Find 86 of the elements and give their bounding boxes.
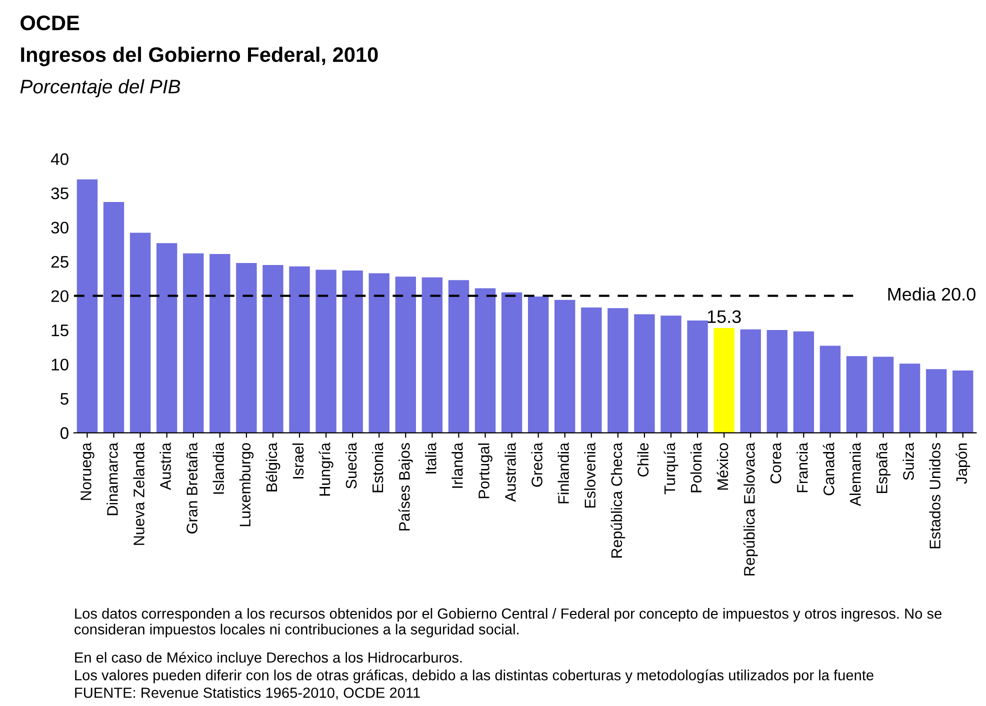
x-tick-label: Bélgica	[266, 442, 280, 492]
x-tick-label: Alemania	[850, 442, 861, 506]
x-tick-label: España	[876, 442, 890, 494]
bar	[581, 307, 602, 433]
bar	[368, 273, 390, 433]
x-tick-label: Suiza	[902, 442, 914, 480]
x-tick-label: Luxemburgo	[239, 443, 254, 526]
x-tick-label: Turquía	[664, 442, 678, 494]
x-tick-label: Irlanda	[452, 442, 463, 488]
x-tick-label: Japón	[956, 443, 970, 484]
x-tick-label: Grecia	[531, 442, 542, 487]
x-tick-label: Canadá	[822, 442, 834, 496]
ref-line-label: Media 20.0	[888, 287, 976, 301]
bar	[156, 243, 178, 433]
x-tick-label: Portugal	[478, 444, 492, 498]
x-tick-label: Italia	[425, 442, 436, 474]
y-tick-label: 40	[50, 153, 68, 166]
bar	[528, 296, 549, 433]
bar	[952, 370, 974, 433]
bar	[183, 253, 204, 433]
bar	[846, 356, 868, 433]
x-tick-label: Finlandia	[558, 442, 569, 504]
bar	[687, 320, 708, 433]
x-tick-label: Hungría	[318, 442, 334, 496]
x-tick-label: Noruega	[80, 442, 94, 500]
bar	[236, 262, 257, 433]
bar	[210, 254, 230, 433]
bar	[395, 276, 416, 433]
x-tick-label: Países Bajos	[398, 443, 413, 530]
y-tick-label: 10	[52, 358, 68, 370]
x-tick-label: República Checa	[610, 442, 626, 558]
y-tick-label: 30	[51, 222, 68, 234]
bar	[820, 346, 841, 433]
x-tick-label: Dinamarca	[106, 442, 118, 516]
bar	[634, 314, 655, 433]
bar	[130, 232, 151, 433]
data-label: 15.3	[708, 310, 741, 324]
x-tick-label: Corea	[770, 442, 782, 484]
bar	[262, 264, 284, 433]
bar	[289, 266, 310, 433]
x-tick-label: Polonia	[690, 442, 702, 492]
x-tick-label: Austria	[160, 442, 171, 490]
text: En el caso de México incluye Derechos a los Hidrocarburos.	[75, 652, 462, 666]
bar	[714, 328, 734, 433]
text: Los valores pueden diferir con los de otras gráficas, debido a las distintas coberturas y metodologías utilizados por la fuente	[75, 669, 874, 684]
chart-subtitle: Ingresos del Gobierno Federal, 2010	[21, 46, 378, 66]
y-axis-title: Porcentaje del PIB	[20, 79, 180, 98]
x-tick-label: Suecia	[345, 442, 357, 489]
y-tick-label: 15	[52, 324, 68, 336]
chart-title: OCDE	[20, 16, 80, 30]
bar	[793, 331, 814, 433]
bar	[316, 270, 336, 433]
bar	[342, 270, 363, 433]
bar	[740, 329, 761, 433]
bar	[474, 288, 496, 433]
x-tick-label: Nueva Zelanda	[133, 442, 144, 545]
bar	[76, 179, 98, 433]
bar	[872, 356, 894, 433]
x-tick-label: México	[716, 443, 728, 490]
text: Los datos corresponden a los recursos obtenidos por el Gobierno Central / Federal por concepto de impuestos y otros ingresos. No se consideran impuestos locales ni contribuciones a la seguridad social.	[74, 608, 942, 638]
x-tick-label: Islandia	[212, 442, 224, 494]
x-tick-label: Australia	[504, 442, 516, 502]
bar	[899, 364, 920, 433]
y-tick-label: 5	[60, 393, 68, 405]
x-tick-label: Israel	[292, 444, 304, 478]
x-tick-label: República Eslovaca	[743, 442, 758, 576]
x-tick-label: Estonia	[372, 442, 384, 492]
x-tick-label: Estados Unidos	[929, 443, 940, 548]
bar	[103, 202, 124, 433]
bar	[422, 277, 443, 433]
x-tick-label: Eslovenia	[584, 442, 596, 508]
x-tick-label: Gran Bretaña	[186, 442, 198, 534]
x-tick-label: Chile	[637, 443, 649, 477]
y-tick-label: 25	[51, 256, 68, 268]
bar	[660, 316, 682, 433]
y-tick-label: 35	[51, 187, 68, 200]
y-tick-label: 0	[60, 427, 68, 439]
bar	[926, 369, 947, 433]
source-note: FUENTE: Revenue Statistics 1965-2010, OCDE 2011	[75, 687, 420, 700]
bar	[608, 308, 628, 433]
y-tick-label: 20	[51, 290, 68, 302]
x-tick-label: Francia	[796, 442, 808, 492]
bar	[554, 300, 576, 433]
bar	[501, 292, 522, 433]
bar	[448, 280, 470, 433]
bar	[766, 330, 788, 433]
